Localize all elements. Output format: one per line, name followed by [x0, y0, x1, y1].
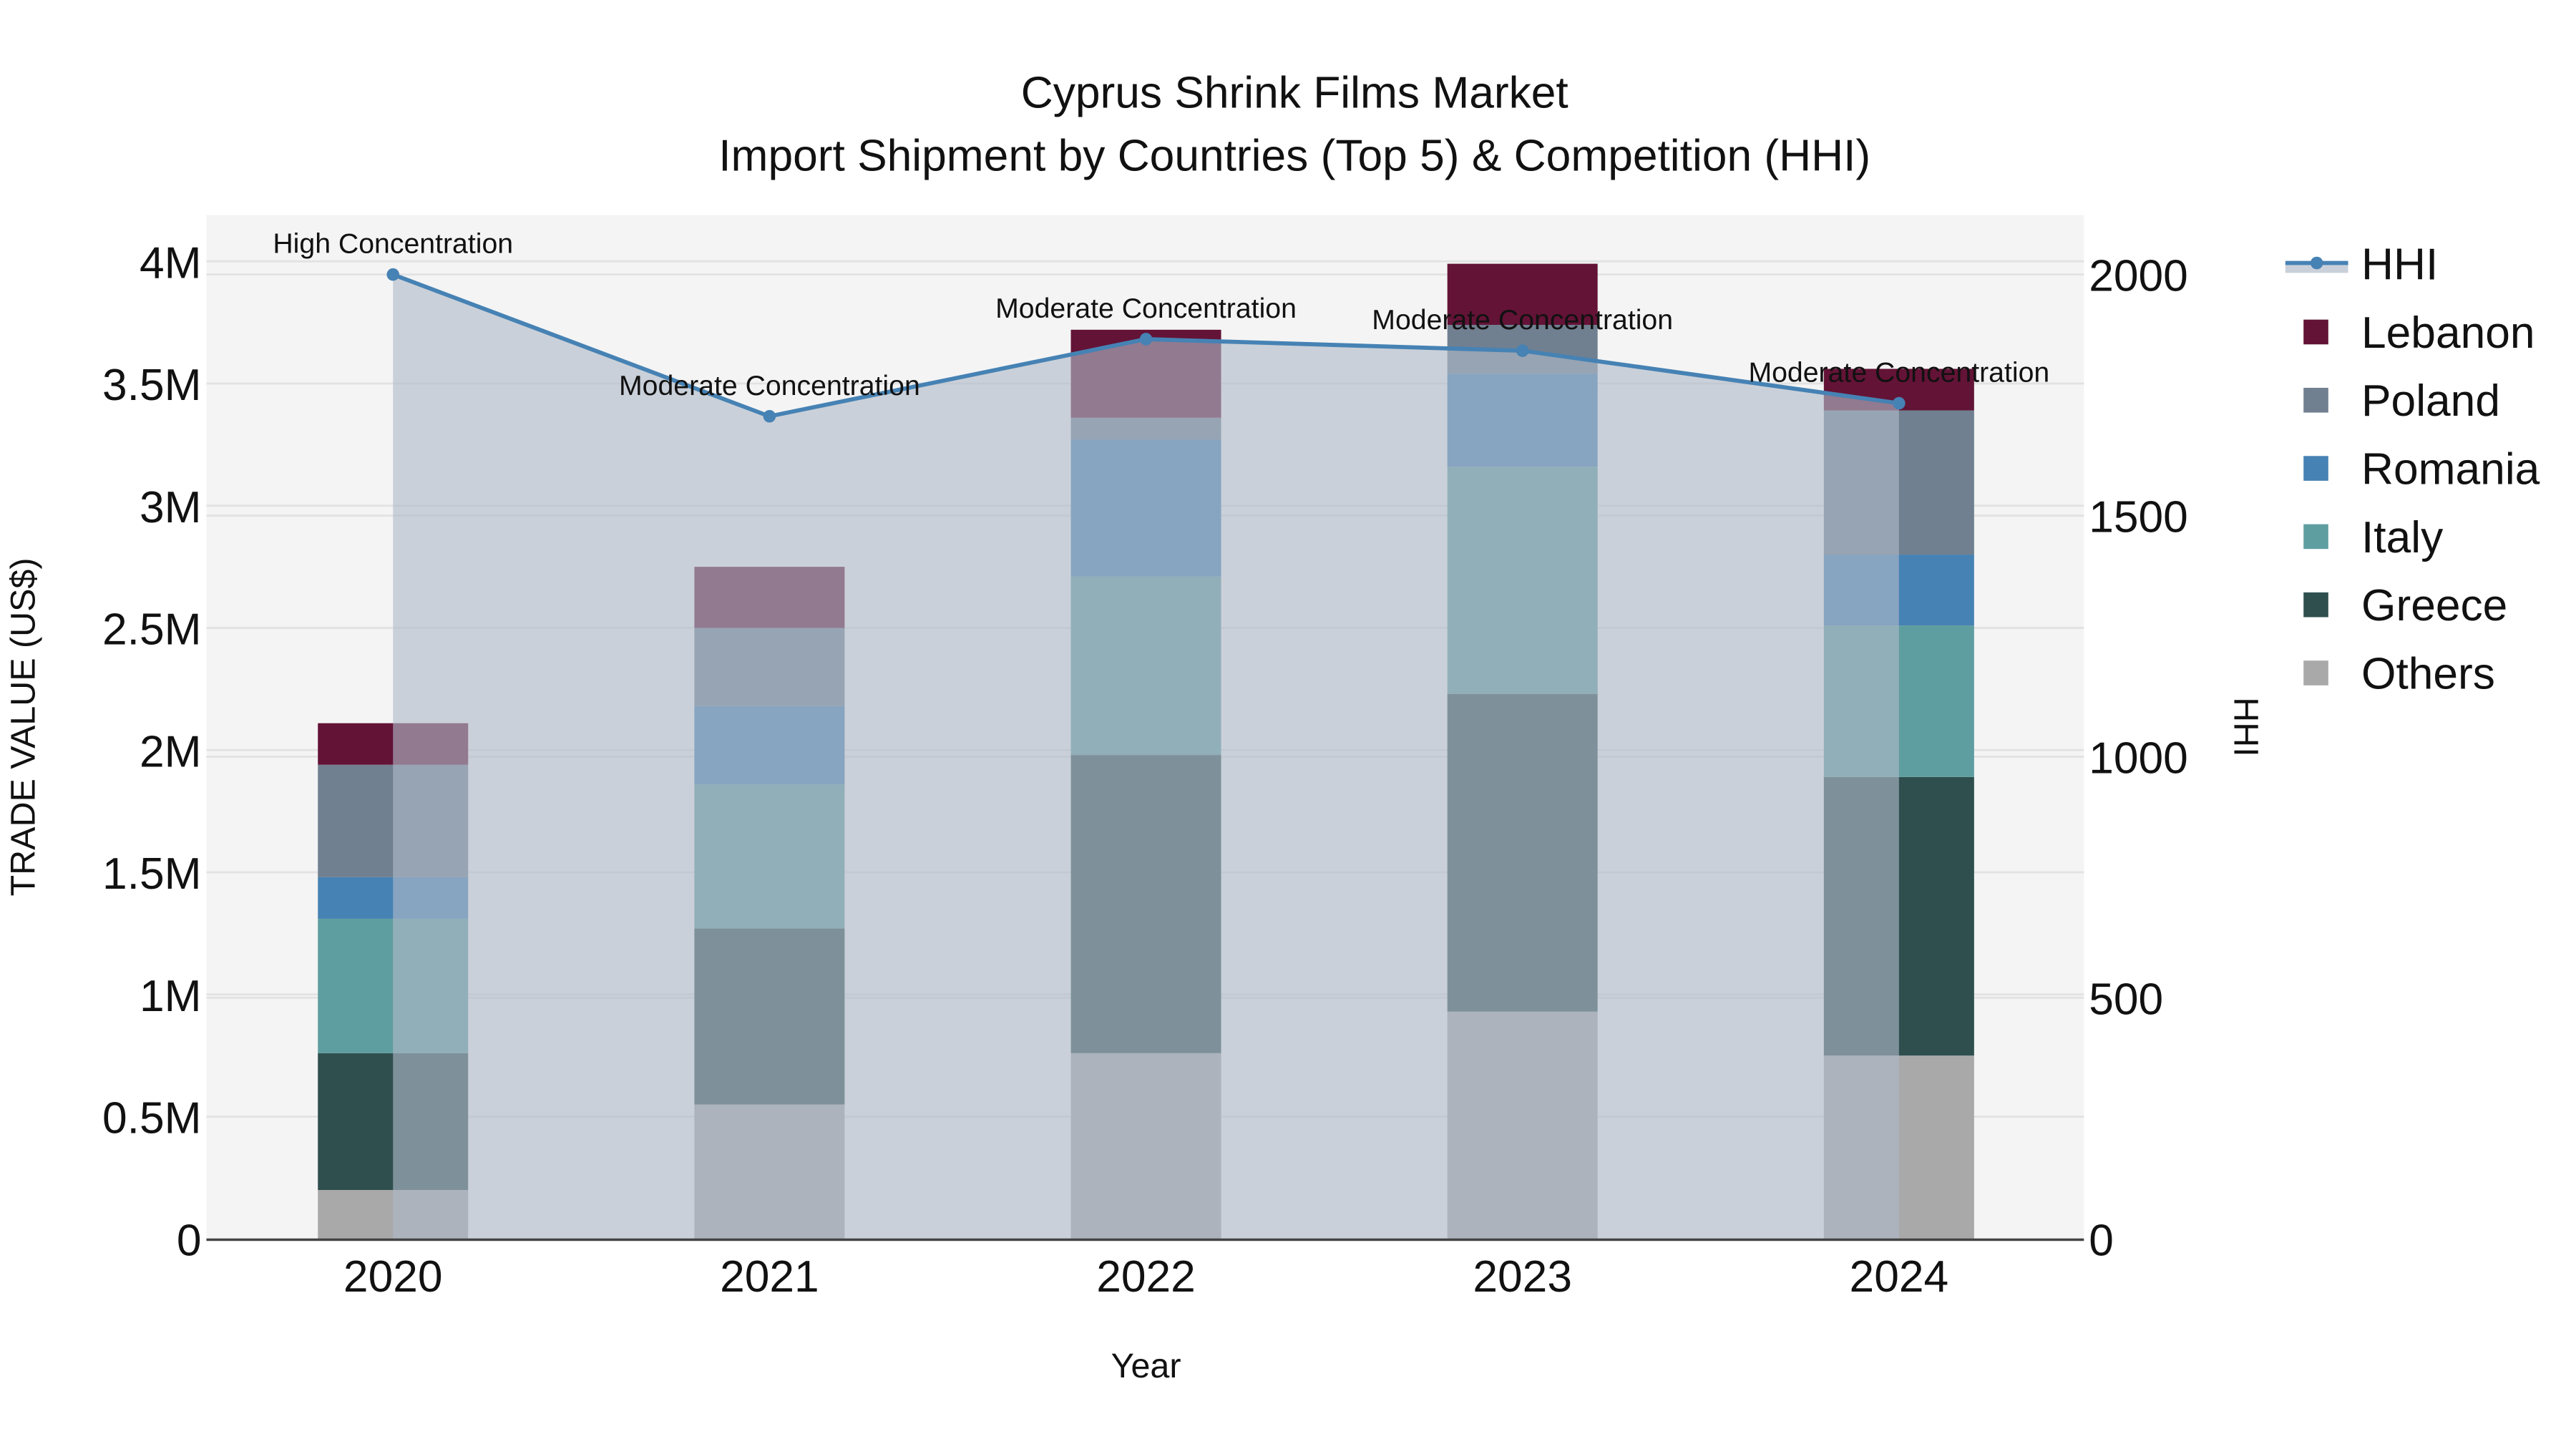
y-right-tick-label: 500	[2089, 975, 2163, 1025]
hhi-area	[393, 274, 1899, 1239]
y-left-tick-label: 0.5M	[102, 1094, 202, 1143]
x-tick-label-2023: 2023	[1473, 1252, 1572, 1302]
legend-swatch-icon	[2303, 456, 2328, 481]
chart-title-line2: Import Shipment by Countries (Top 5) & C…	[718, 131, 1870, 180]
legend-label: Poland	[2361, 376, 2500, 426]
legend-item-romania[interactable]: Romania	[2303, 444, 2540, 494]
bar-segment-lebanon	[1447, 263, 1598, 325]
legend-item-greece[interactable]: Greece	[2303, 581, 2507, 630]
y-right-tick-label: 0	[2089, 1216, 2114, 1265]
hhi-marker-2021[interactable]	[763, 409, 776, 423]
hhi-marker-2022[interactable]	[1139, 333, 1153, 346]
legend-swatch-icon	[2303, 592, 2328, 618]
hhi-marker-2024[interactable]	[1893, 396, 1906, 410]
legend-swatch-icon	[2303, 387, 2328, 413]
y-left-tick-label: 3M	[140, 483, 202, 532]
x-axis-ticks: 2020 2021 2022 2023 2024	[343, 1252, 1948, 1302]
legend-label: Italy	[2361, 513, 2444, 562]
legend-item-lebanon[interactable]: Lebanon	[2303, 308, 2535, 358]
y-left-tick-label: 1M	[140, 972, 202, 1021]
y-left-tick-label: 2M	[140, 727, 202, 776]
y-left-axis-ticks: 0 0.5M 1M 1.5M 2M 2.5M 3M 3.5M 4M	[102, 238, 202, 1265]
legend-label: Romania	[2361, 444, 2540, 494]
y-left-tick-label: 3.5M	[102, 361, 202, 410]
annotation-2021: Moderate Concentration	[619, 370, 920, 401]
legend-item-others[interactable]: Others	[2303, 649, 2495, 698]
legend-marker-icon	[2310, 256, 2323, 270]
hhi-line	[386, 268, 1906, 423]
annotation-2023: Moderate Concentration	[1372, 304, 1673, 336]
y-left-tick-label: 4M	[140, 238, 202, 288]
y-left-tick-label: 2.5M	[102, 605, 202, 655]
y-right-tick-label: 1000	[2089, 734, 2188, 784]
y-left-tick-label: 0	[177, 1216, 202, 1265]
legend: HHI Lebanon Poland Romania Italy Greece Others	[2285, 240, 2540, 698]
x-tick-label-2020: 2020	[343, 1252, 443, 1302]
chart-title-line1: Cyprus Shrink Films Market	[1021, 69, 1568, 118]
legend-label: HHI	[2361, 240, 2438, 290]
legend-swatch-icon	[2303, 319, 2328, 345]
legend-label: Others	[2361, 649, 2495, 698]
legend-swatch-icon	[2303, 524, 2328, 550]
annotation-2024: Moderate Concentration	[1748, 357, 2049, 389]
hhi-marker-2023[interactable]	[1516, 344, 1529, 357]
hhi-marker-2020[interactable]	[386, 268, 399, 281]
y-left-tick-label: 1.5M	[102, 849, 202, 899]
hhi-fill-area	[393, 274, 1899, 1239]
legend-item-hhi[interactable]: HHI	[2285, 240, 2438, 290]
y-right-axis-ticks: 0 500 1000 1500 2000	[2089, 252, 2188, 1266]
hhi-annotations: High Concentration Moderate Concentration…	[273, 228, 2049, 401]
x-tick-label-2022: 2022	[1096, 1252, 1196, 1302]
annotation-2022: Moderate Concentration	[995, 293, 1297, 324]
y-right-tick-label: 1500	[2089, 493, 2188, 542]
x-tick-label-2021: 2021	[720, 1252, 819, 1302]
legend-label: Lebanon	[2361, 308, 2535, 358]
y-right-tick-label: 2000	[2089, 252, 2188, 301]
x-axis-title: Year	[1111, 1347, 1181, 1385]
annotation-2020: High Concentration	[273, 228, 513, 260]
legend-swatch-icon	[2303, 660, 2328, 686]
legend-item-poland[interactable]: Poland	[2303, 376, 2500, 426]
legend-label: Greece	[2361, 581, 2507, 630]
y-left-axis-title: TRADE VALUE (US$)	[4, 557, 42, 896]
x-tick-label-2024: 2024	[1850, 1252, 1949, 1302]
legend-item-italy[interactable]: Italy	[2303, 513, 2444, 562]
y-right-axis-title: HHI	[2226, 697, 2265, 756]
